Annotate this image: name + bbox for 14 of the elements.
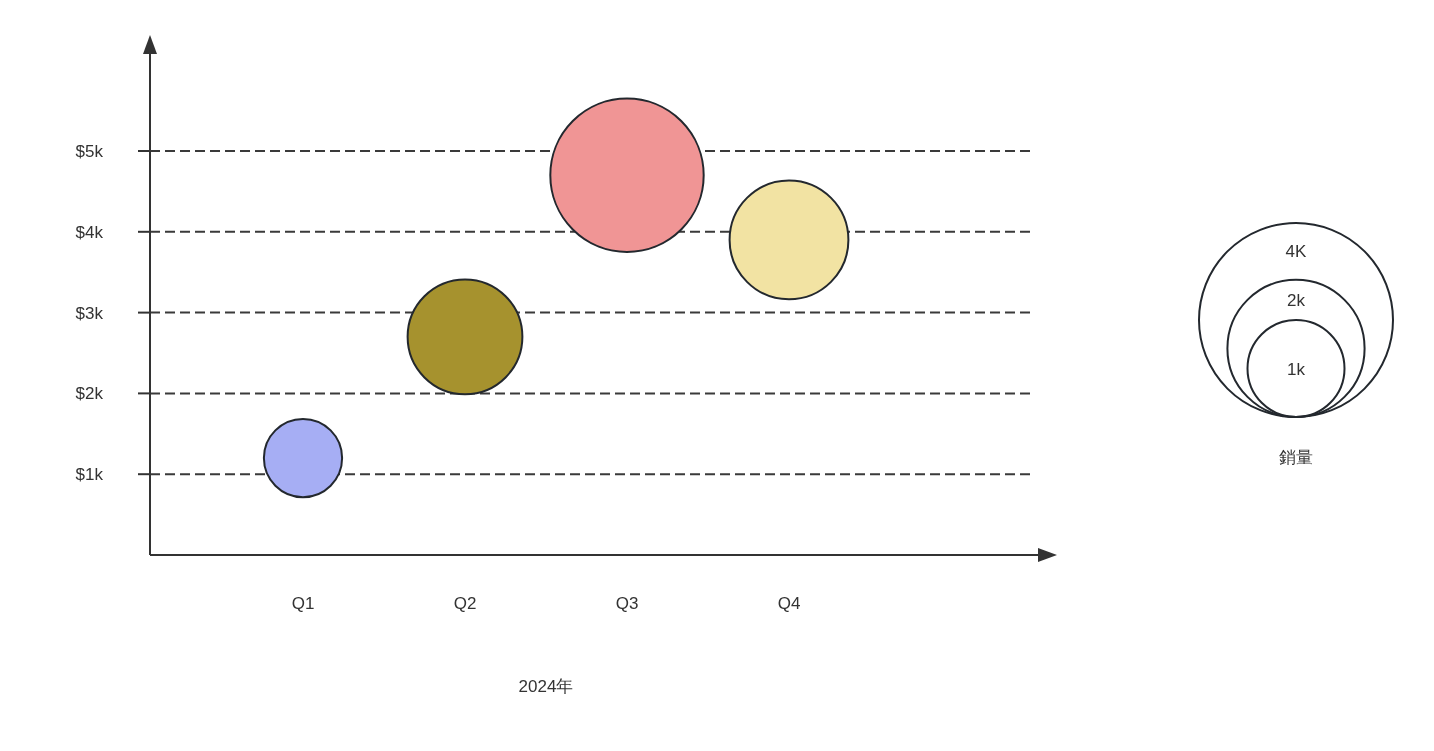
x-axis-title: 2024年 (518, 676, 574, 696)
legend-label: 4K (1285, 241, 1308, 261)
y-tick-label: $1k (75, 465, 104, 485)
x-tick-label: Q2 (453, 594, 477, 614)
legend-label: 2k (1287, 290, 1306, 310)
legend-label: 1k (1287, 359, 1306, 378)
y-tick-label: $3k (75, 303, 104, 323)
x-tick-label: Q1 (291, 594, 315, 614)
x-tick-label: Q3 (615, 594, 639, 614)
x-tick-label: Q4 (777, 594, 801, 614)
y-tick-label: $5k (75, 142, 104, 162)
y-tick-label: $4k (75, 222, 104, 242)
legend-title: 銷量 (1279, 447, 1313, 467)
y-tick-label: $2k (75, 384, 104, 404)
